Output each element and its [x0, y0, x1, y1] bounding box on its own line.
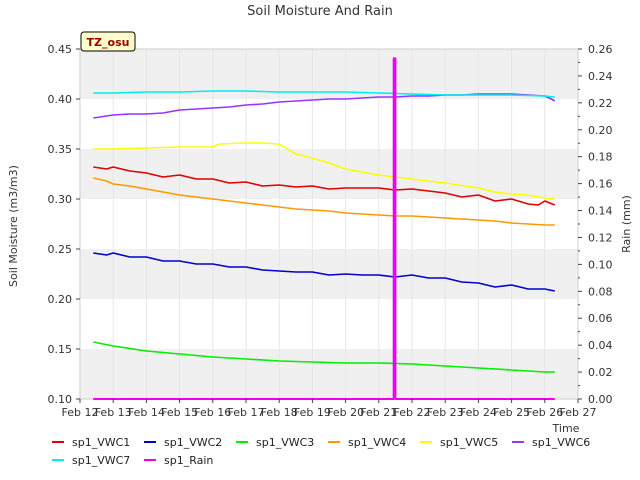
y2-tick-label: 0.08: [588, 285, 613, 298]
y2-tick-label: 0.04: [588, 339, 613, 352]
background-bands: [79, 49, 579, 399]
series-line-sp1_VWC7: [93, 90, 555, 98]
x-tick-label: Feb 21: [360, 406, 397, 419]
y-tick-label: 0.20: [48, 293, 73, 306]
legend-item-sp1_Rain: sp1_Rain: [144, 454, 213, 467]
x-tick-label: Feb 17: [228, 406, 265, 419]
y2-tick-label: 0.10: [588, 258, 613, 271]
x-tick-label: Feb 15: [161, 406, 198, 419]
y2-tick-label: 0.00: [588, 393, 613, 406]
x-tick-label: Feb 14: [128, 406, 165, 419]
site-label-box: TZ_osu: [80, 31, 136, 52]
legend-label: sp1_VWC1: [72, 436, 130, 449]
y-tick-label: 0.10: [48, 393, 73, 406]
grid-band: [80, 349, 578, 399]
y2-tick-label: 0.02: [588, 366, 613, 379]
legend-label: sp1_Rain: [164, 454, 213, 467]
grid-band: [80, 49, 578, 99]
series-line-sp1_VWC3: [93, 341, 555, 373]
x-tick-label: Feb 27: [560, 406, 597, 419]
y-tick-label: 0.40: [48, 93, 73, 106]
x-tick-label: Feb 13: [95, 406, 132, 419]
site-label: TZ_osu: [87, 36, 130, 49]
y2-tick-label: 0.26: [588, 43, 613, 56]
legend-label: sp1_VWC6: [532, 436, 590, 449]
y2-tick-label: 0.18: [588, 151, 613, 164]
y2-tick-label: 0.06: [588, 312, 613, 325]
legend-item-sp1_VWC5: sp1_VWC5: [420, 436, 498, 449]
series-line-sp1_VWC6: [93, 93, 556, 119]
x-tick-label: Feb 18: [261, 406, 298, 419]
x-tick-label: Feb 16: [194, 406, 231, 419]
series-line-sp1_VWC2: [93, 252, 555, 292]
x-tick-label: Feb 26: [526, 406, 563, 419]
y-axis-ticks: 0.10 0.15 0.20 0.25 0.30 0.35 0.40 0.45: [48, 43, 80, 406]
legend-label: sp1_VWC7: [72, 454, 130, 467]
y2-tick-label: 0.22: [588, 97, 613, 110]
x-tick-label: Feb 24: [460, 406, 497, 419]
y2-tick-label: 0.12: [588, 231, 613, 244]
y2-axis-ticks: 0.00 0.02 0.04 0.06 0.08 0.10 0.12 0.14 0.16 0.18…: [578, 43, 613, 406]
legend-item-sp1_VWC4: sp1_VWC4: [328, 436, 406, 449]
y2-tick-label: 0.24: [588, 70, 613, 83]
grid-band: [80, 199, 578, 249]
legend: sp1_VWC1 sp1_VWC2 sp1_VWC3 sp1_VWC4 sp1_VWC5…: [52, 436, 590, 467]
legend-item-sp1_VWC1: sp1_VWC1: [52, 436, 130, 449]
grid-band: [80, 99, 578, 149]
legend-item-sp1_VWC7: sp1_VWC7: [52, 454, 130, 467]
series-line-sp1_VWC5: [93, 142, 555, 200]
grid-band: [80, 249, 578, 299]
x-tick-label: Feb 20: [327, 406, 364, 419]
y2-tick-label: 0.14: [588, 205, 613, 218]
y-tick-label: 0.30: [48, 193, 73, 206]
x-tick-label: Feb 19: [294, 406, 331, 419]
y2-tick-label: 0.20: [588, 124, 613, 137]
x-tick-label: Feb 25: [493, 406, 530, 419]
x-tick-label: Feb 22: [394, 406, 431, 419]
legend-item-sp1_VWC6: sp1_VWC6: [512, 436, 590, 449]
chart-title: Soil Moisture And Rain: [247, 4, 393, 19]
series-line-sp1_VWC4: [93, 177, 555, 226]
legend-label: sp1_VWC2: [164, 436, 222, 449]
y-tick-label: 0.45: [48, 43, 73, 56]
legend-item-sp1_VWC2: sp1_VWC2: [144, 436, 222, 449]
y2-tick-label: 0.16: [588, 178, 613, 191]
x-tick-label: Feb 12: [62, 406, 99, 419]
legend-label: sp1_VWC3: [256, 436, 314, 449]
grid-band: [80, 149, 578, 199]
y-tick-label: 0.25: [48, 243, 73, 256]
y2-axis-label: Rain (mm): [620, 195, 633, 253]
x-axis-label: Time: [552, 422, 580, 435]
legend-label: sp1_VWC5: [440, 436, 498, 449]
series-line-sp1_VWC1: [93, 166, 556, 206]
grid-band: [80, 299, 578, 349]
series-line-sp1_Rain: [93, 57, 555, 400]
y-tick-label: 0.35: [48, 143, 73, 156]
x-tick-label: Feb 23: [427, 406, 464, 419]
series-layer: [93, 57, 556, 400]
legend-label: sp1_VWC4: [348, 436, 406, 449]
legend-item-sp1_VWC3: sp1_VWC3: [236, 436, 314, 449]
y-axis-label: Soil Moisture (m3/m3): [7, 165, 20, 287]
y-tick-label: 0.15: [48, 343, 73, 356]
